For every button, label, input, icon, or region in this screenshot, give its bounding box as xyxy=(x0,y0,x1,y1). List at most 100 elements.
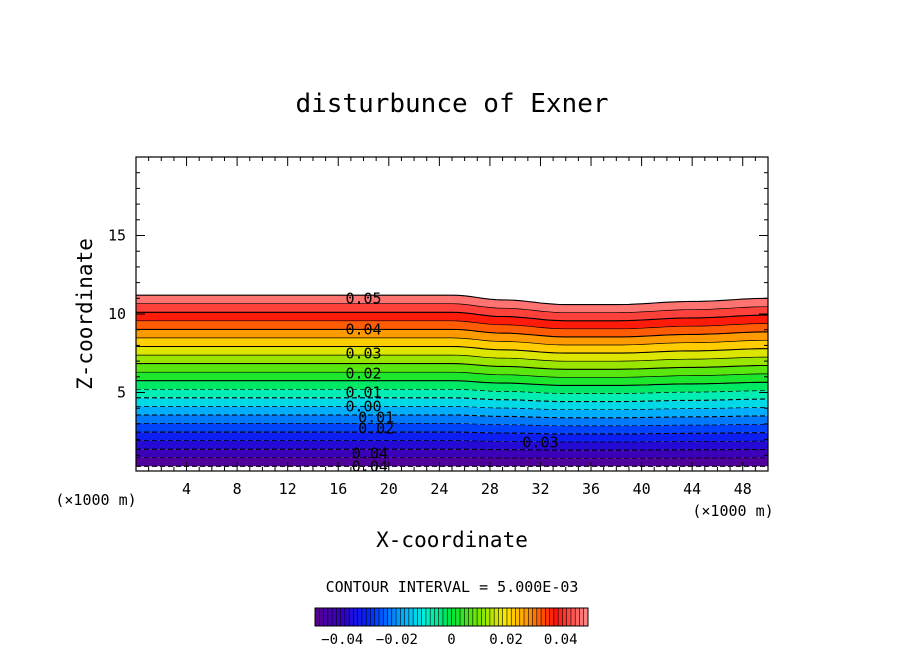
colorbar-cell xyxy=(485,608,491,626)
colorbar-cell xyxy=(468,608,474,626)
x-axis-label: X-coordinate xyxy=(376,528,528,552)
chart-title: disturbunce of Exner xyxy=(295,89,608,119)
colorbar-cell xyxy=(575,608,580,626)
contour-band xyxy=(136,440,768,451)
colorbar-cell xyxy=(451,608,457,626)
colorbar-cell xyxy=(404,608,410,626)
x-tick-label: 32 xyxy=(531,480,549,498)
colorbar-tick-label: 0 xyxy=(447,632,455,648)
colorbar-cell xyxy=(378,608,384,626)
colorbar-cell xyxy=(357,608,363,626)
contour-line-negative xyxy=(136,414,768,419)
contour-band xyxy=(136,363,768,378)
colorbar-cell xyxy=(353,608,358,626)
x-tick-label: 12 xyxy=(279,480,297,498)
colorbar-cell xyxy=(562,608,567,626)
contour-line-negative xyxy=(136,388,768,394)
colorbar-cell xyxy=(579,608,585,626)
colorbar-cell xyxy=(417,608,422,626)
x-tick-label: 8 xyxy=(233,480,242,498)
contour-label: 0.02 xyxy=(358,420,394,438)
colorbar-cell xyxy=(344,608,350,626)
colorbar-cell xyxy=(438,608,444,626)
colorbar-cell xyxy=(506,608,512,626)
colorbar-cell xyxy=(570,608,576,626)
colorbar-cell xyxy=(366,608,371,626)
contour-line-negative xyxy=(136,448,768,451)
contour-label: 0.04 xyxy=(352,457,388,475)
y-tick-label: 10 xyxy=(108,305,126,323)
colorbar-cell xyxy=(323,608,329,626)
colorbar-cell xyxy=(430,608,435,626)
colorbar-cell xyxy=(413,608,418,626)
colorbar-cell xyxy=(319,608,324,626)
contour-band xyxy=(136,346,768,362)
contour-band xyxy=(136,320,768,337)
contour-line xyxy=(136,371,768,378)
x-tick-label: 40 xyxy=(633,480,651,498)
colorbar-cell xyxy=(532,608,538,626)
y-axis-label: Z-coordinate xyxy=(73,238,97,390)
colorbar-cell xyxy=(340,608,346,626)
colorbar-cell xyxy=(481,608,486,626)
colorbar-cell xyxy=(519,608,525,626)
colorbar-cell xyxy=(583,608,589,626)
colorbar-cell xyxy=(336,608,341,626)
contour-interval-text: CONTOUR INTERVAL = 5.000E-03 xyxy=(326,578,579,596)
x-tick-label: 44 xyxy=(683,480,701,498)
contour-line xyxy=(136,328,768,338)
x-tick-label: 28 xyxy=(481,480,499,498)
colorbar-cell xyxy=(396,608,401,626)
colorbar-cell xyxy=(327,608,333,626)
colorbar-tick-label: −0.02 xyxy=(376,632,418,648)
contour-fill-layer xyxy=(136,295,768,467)
colorbar-cell xyxy=(545,608,550,626)
contour-band xyxy=(136,329,768,345)
contour-line xyxy=(136,303,768,314)
colorbar-cell xyxy=(374,608,380,626)
contour-band xyxy=(136,295,768,313)
y-axis-ticks: 5 10 15 xyxy=(108,172,768,472)
contour-line-negative xyxy=(136,457,768,459)
colorbar-cell xyxy=(464,608,469,626)
contour-band xyxy=(136,380,768,394)
colorbar-cell xyxy=(524,608,529,626)
colorbar-cell xyxy=(400,608,405,626)
contour-band xyxy=(136,397,768,410)
colorbar-cell xyxy=(553,608,559,626)
contour-band xyxy=(136,389,768,402)
colorbar-cell xyxy=(383,608,388,626)
colorbar-cell xyxy=(460,608,465,626)
contour-band xyxy=(136,372,768,386)
x-tick-label: 24 xyxy=(430,480,448,498)
contour-label: 0.04 xyxy=(352,445,388,463)
contour-line-layer xyxy=(136,294,768,467)
contour-line-negative xyxy=(136,431,768,435)
contour-line xyxy=(136,320,768,330)
contour-line xyxy=(136,354,768,362)
colorbar-tick-label: 0.02 xyxy=(489,632,523,648)
colorbar-cell xyxy=(421,608,427,626)
colorbar-cell xyxy=(447,608,452,626)
contour-label: 0.03 xyxy=(345,344,381,362)
contour-band xyxy=(136,457,768,467)
colorbar-cell xyxy=(408,608,414,626)
contour-label: 0.04 xyxy=(345,321,381,339)
contour-line xyxy=(136,337,768,346)
colorbar-cell xyxy=(425,608,431,626)
contour-label: 0.02 xyxy=(345,365,381,383)
colorbar-cell xyxy=(455,608,461,626)
colorbar-cell xyxy=(549,608,555,626)
contour-line xyxy=(136,345,768,354)
colorbar-cell xyxy=(315,608,320,626)
colorbar-cell xyxy=(502,608,508,626)
colorbar-cell xyxy=(494,608,499,626)
colorbar-cell xyxy=(558,608,563,626)
contour-label: 0.01 xyxy=(358,409,394,427)
colorbar-cell xyxy=(349,608,354,626)
colorbar-cell xyxy=(391,608,397,626)
contour-band xyxy=(136,449,768,459)
y-tick-label: 5 xyxy=(117,384,126,402)
colorbar-cell xyxy=(511,608,516,626)
